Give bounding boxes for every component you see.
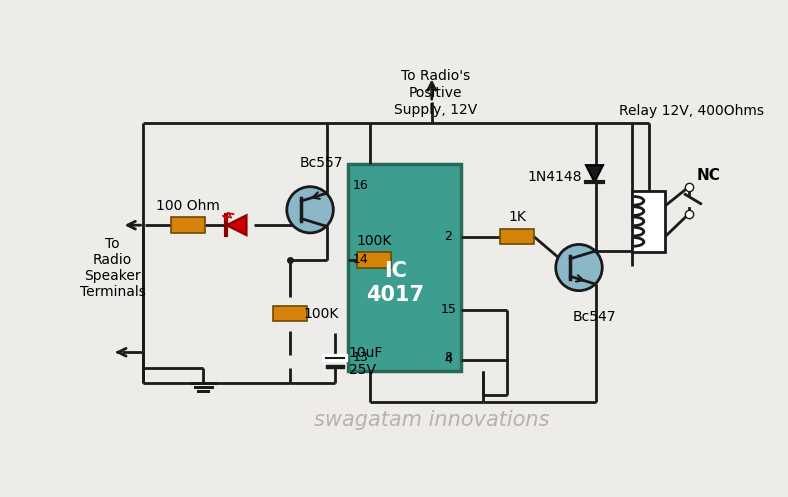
- Text: To Radio's
Positive
Supply, 12V: To Radio's Positive Supply, 12V: [394, 69, 478, 117]
- FancyBboxPatch shape: [633, 190, 665, 252]
- Text: IC
4017: IC 4017: [366, 261, 424, 305]
- FancyBboxPatch shape: [170, 218, 205, 233]
- Text: 1N4148: 1N4148: [527, 170, 582, 184]
- Text: Bc547: Bc547: [573, 310, 616, 324]
- Text: 13: 13: [353, 351, 369, 364]
- FancyBboxPatch shape: [500, 229, 534, 245]
- Text: 8: 8: [444, 351, 452, 364]
- Text: 100K: 100K: [356, 234, 392, 248]
- FancyBboxPatch shape: [348, 164, 461, 371]
- Text: 15: 15: [440, 303, 456, 317]
- Circle shape: [287, 187, 333, 233]
- Text: 100 Ohm: 100 Ohm: [156, 199, 220, 213]
- Text: 16: 16: [353, 178, 369, 192]
- Circle shape: [556, 245, 602, 291]
- Text: swagatam innovations: swagatam innovations: [314, 410, 549, 430]
- Text: 2: 2: [444, 230, 452, 243]
- Polygon shape: [226, 215, 247, 235]
- Text: Relay 12V, 400Ohms: Relay 12V, 400Ohms: [619, 104, 764, 118]
- Text: 1K: 1K: [508, 210, 526, 225]
- FancyBboxPatch shape: [357, 252, 391, 267]
- Text: 14: 14: [353, 253, 369, 266]
- Text: 4: 4: [444, 353, 452, 366]
- Polygon shape: [586, 165, 603, 182]
- Text: NC: NC: [697, 167, 721, 182]
- Text: To
Radio
Speaker
Terminals: To Radio Speaker Terminals: [80, 237, 146, 299]
- FancyBboxPatch shape: [273, 306, 307, 322]
- Text: 10uF
25V: 10uF 25V: [349, 346, 383, 377]
- Text: 100K: 100K: [304, 307, 340, 321]
- Text: Bc557: Bc557: [300, 156, 344, 170]
